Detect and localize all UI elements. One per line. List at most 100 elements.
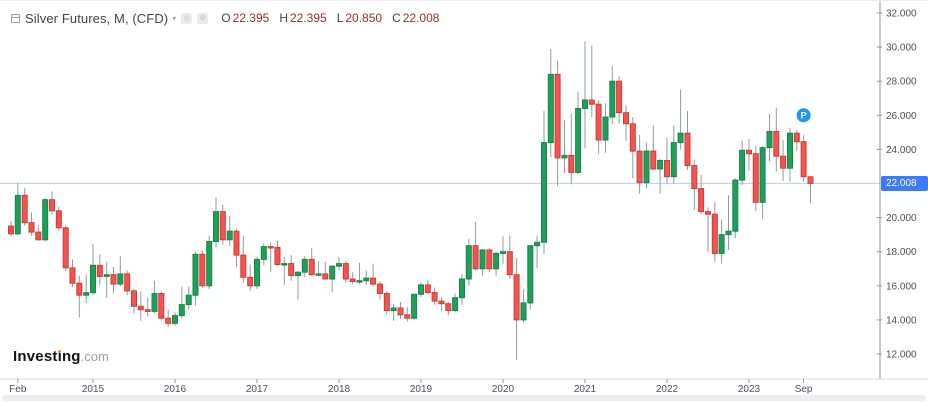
candle [267,246,274,249]
candle [732,179,739,232]
candle [677,132,684,144]
close-value: 22.008 [402,11,440,25]
candle [260,246,267,260]
candle [588,99,595,105]
svg-text:12.000: 12.000 [886,350,917,361]
candle [684,132,691,167]
logo-text: Investı ng [13,348,81,365]
candle [233,230,240,256]
open-value: 22.395 [232,11,270,25]
candle [158,293,165,319]
collapse-icon[interactable] [11,13,20,23]
svg-text:30.000: 30.000 [886,43,917,54]
candle [199,253,206,287]
candle [8,225,14,235]
candle [561,154,568,159]
horizontal-scrollbar[interactable] [2,395,926,401]
candle [609,80,616,118]
candle [185,294,192,306]
candle [691,165,698,190]
candle [342,263,349,280]
candle [759,147,766,203]
high-label: H [279,11,288,25]
svg-text:2016: 2016 [164,384,187,395]
svg-text:2021: 2021 [574,384,597,395]
low-label: L [336,11,344,25]
candle [486,249,493,270]
candle [240,254,247,278]
chevron-down-icon[interactable]: ▾ [172,13,177,23]
candle [424,284,431,294]
svg-text:20.000: 20.000 [886,213,917,224]
candle [117,273,124,285]
candle [336,263,342,267]
candle [418,284,424,295]
y-axis[interactable]: 32.000 30.000 28.000 26.000 24.000 20.000 18.0… [877,9,917,361]
price-marker[interactable]: P [796,108,811,123]
candle [28,222,35,233]
camera-icon[interactable]: ◎ [181,12,193,24]
candle [370,277,377,285]
candle [322,273,329,280]
svg-text:Sep: Sep [795,384,813,395]
candle [752,153,759,203]
svg-text:P: P [801,110,807,120]
candle [623,112,629,125]
svg-text:2019: 2019 [410,384,433,395]
svg-text:18.000: 18.000 [886,247,917,258]
candle [35,231,42,241]
candle [172,315,178,324]
candle [746,149,752,155]
candle [595,103,602,141]
symbol-title[interactable]: Silver Futures, M, (CFD) [25,10,169,26]
candle [547,73,554,144]
candle [349,278,356,282]
settings-icon[interactable]: ⚙ [197,12,209,24]
candle [465,245,472,280]
candle [670,142,677,178]
candle [329,265,336,280]
svg-text:32.000: 32.000 [886,9,917,20]
chart-header: Silver Futures, M, (CFD) ▾ ◎ ⚙ O 22.395 H… [11,10,439,26]
open-label: O [221,11,231,25]
candle [711,213,718,254]
svg-text:2018: 2018 [328,384,351,395]
investing-logo[interactable]: Investı ng.com [13,348,109,366]
candle [698,188,705,213]
candle [506,251,513,276]
svg-text:Feb: Feb [9,384,27,395]
candle [69,267,76,284]
candle [459,278,465,299]
candle [500,251,506,254]
candle [739,149,746,181]
candle [62,227,69,269]
candle [206,241,213,287]
candle [192,253,199,296]
candle [397,307,404,316]
candle [534,241,541,247]
svg-text:14.000: 14.000 [886,315,917,326]
candle [800,141,807,178]
x-axis[interactable]: Feb 2015 2016 2017 2018 2019 2020 2021 2022 2023 S… [9,379,813,395]
candle [76,282,83,296]
candle [42,199,49,241]
candle [650,150,657,170]
high-value: 22.395 [289,11,327,25]
candle [431,292,438,302]
candle [404,314,411,319]
candle [616,80,623,114]
candle [137,305,144,311]
candle [96,264,103,277]
candle [55,210,62,229]
candle [226,230,233,241]
candle [124,273,131,292]
candle [787,132,793,169]
candle [83,292,90,296]
candle [520,302,527,321]
svg-text:26.000: 26.000 [886,111,917,122]
candlestick-series[interactable] [8,41,814,360]
candle [636,150,643,184]
svg-text:2020: 2020 [492,384,515,395]
